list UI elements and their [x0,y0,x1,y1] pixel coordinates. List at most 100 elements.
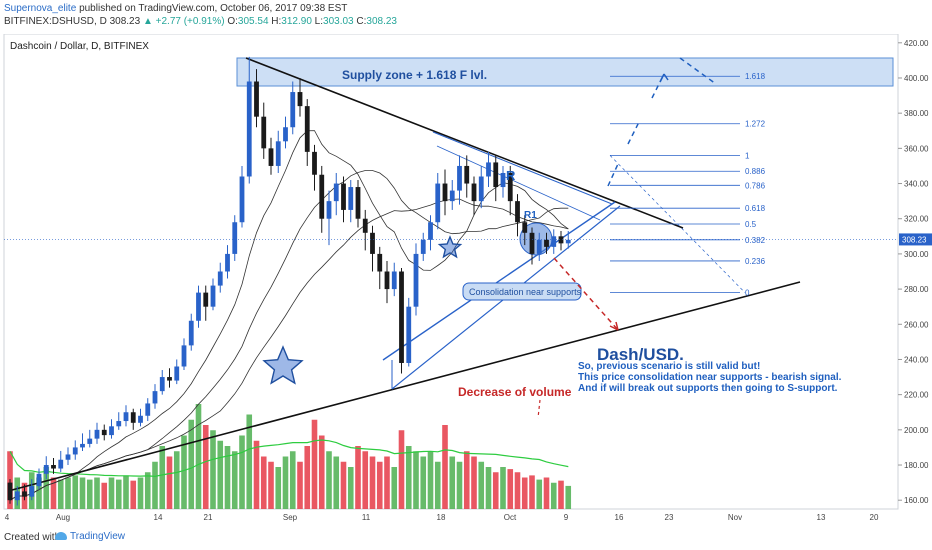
volume-bar [514,472,521,509]
volume-bar [536,479,543,509]
x-tick-label: Aug [56,513,70,522]
x-tick-label: 13 [817,513,826,522]
candle-body [551,236,557,247]
volume-bar [304,446,311,509]
close-value: 308.23 [366,16,397,27]
volume-bar [297,461,303,509]
volume-bar [326,451,332,509]
fib-label: 1.272 [745,120,766,129]
candle-body [87,438,93,444]
volume-bar [130,480,137,509]
y-tick-label: 200.00 [904,426,929,435]
plot-frame [3,34,899,510]
candle-body [529,232,535,254]
candle-body [507,172,513,202]
x-tick-label: 4 [5,513,10,522]
y-tick-label: 380.00 [904,109,929,118]
volume-bar [456,461,463,509]
x-tick-label: 16 [615,513,624,522]
volume-bar [137,477,144,509]
candle-body [275,141,281,166]
volume-bar [529,475,535,509]
volume-bar [405,446,412,509]
candle-body [435,183,441,223]
volume-note: Decrease of volume [458,385,572,399]
candle-body [348,187,354,210]
author-link[interactable]: Supernova_elite [4,3,77,14]
candle-body [217,271,223,286]
candle-body [167,377,172,381]
star-marker-large [262,345,304,385]
volume-bar [311,419,318,509]
candle-body [22,491,27,497]
volume-bar [550,482,557,509]
candle-body [558,236,564,244]
y-tick-label: 300.00 [904,250,929,259]
candle-body [145,403,151,416]
volume-bar [543,477,550,509]
volume-bar [318,435,325,509]
volume-bar [181,435,187,509]
candle-body [268,148,274,166]
candle-body [109,426,114,436]
price-axis[interactable]: 160.00 180.00 200.00 220.00 240.00 260.00 280.… [4,34,932,509]
open-value: 305.54 [237,16,269,27]
x-tick-label: Nov [728,513,742,522]
x-tick-label: 21 [204,513,213,522]
candle-body [29,486,35,497]
candle-body [196,292,201,321]
tradingview-brand: TradingView [70,531,126,542]
candle-body [406,306,412,363]
supply-zone-box [236,57,894,87]
volume-bar [152,461,158,509]
time-axis[interactable]: 4 Aug 14 21 Sep 11 18 Oct 9 16 23 Nov 13 20 [5,513,879,522]
candle-body [478,176,484,202]
candle-body [138,415,143,423]
candle-body [319,174,325,219]
fib-label: 1.618 [745,72,766,81]
volume-bar [558,480,564,509]
candle-body [58,459,64,469]
fib-label: 1 [745,151,750,160]
volume-bar [434,461,441,509]
moving-averages [9,130,569,501]
candle-body [7,482,13,501]
volume-bar [166,456,173,509]
candle-body [174,366,180,381]
candle-body [14,491,20,501]
note-line-3: And if will break out supports then goin… [578,383,838,394]
symbol-line: BITFINEX:DSHUSD, D 308.23 ▲ +2.77 (+0.91… [4,16,397,27]
volume-bar [246,414,253,509]
volume-bar [347,467,354,509]
volume-bar [507,469,514,509]
low-value: 303.03 [323,16,354,27]
volume-bar [333,456,340,509]
fib-label: 0.382 [745,236,766,245]
candle-body [471,183,477,202]
y-tick-label: 180.00 [904,461,929,470]
candle-body [428,222,433,240]
volume-bar [565,485,572,509]
x-tick-label: 23 [665,513,674,522]
resistance-line-r [432,131,613,205]
volume-bar [362,451,369,509]
candle-body [225,253,230,272]
candle-body [413,253,419,307]
high-label: H: [271,16,282,27]
x-tick-label: 14 [154,513,163,522]
volume-bar [268,461,274,509]
y-tick-label: 280.00 [904,285,929,294]
price-chart[interactable]: Dashcoin / Dollar, D, BITFINEX 1.618 1.27… [0,34,932,524]
candle-body [188,320,194,346]
tradingview-cloud-icon [55,532,67,541]
volume-bar [101,482,108,509]
candle-body [565,239,571,244]
candle-body [123,412,129,422]
volume-bar [217,440,224,509]
fibonacci-levels: 1.618 1.272 1 0.886 0.786 0.618 0.5 0.382 0.236 0 [609,72,766,298]
volume-bar [384,456,390,509]
volume-bar [369,456,376,509]
volume-bar [115,479,122,509]
tradingview-logo[interactable]: TradingView [55,531,125,542]
candle-body [399,271,404,363]
